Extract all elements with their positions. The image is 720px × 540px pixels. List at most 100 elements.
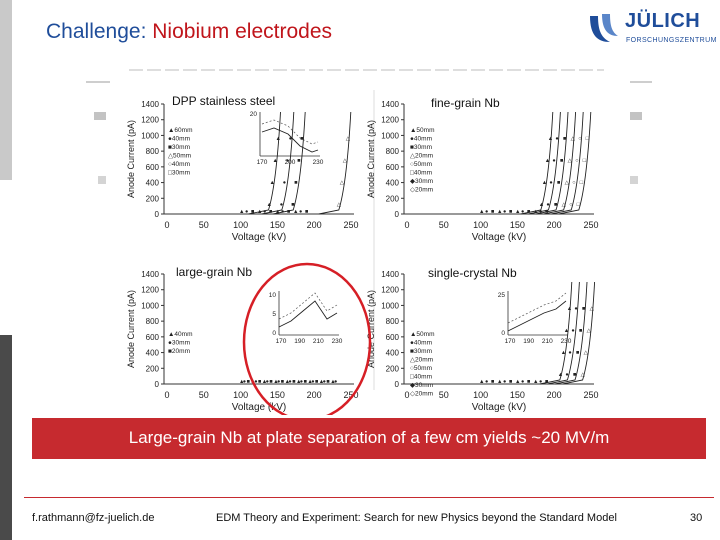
- x-tick-label: 250: [583, 220, 598, 230]
- y-tick-label: 1000: [381, 301, 399, 310]
- inset-x-tick: 230: [313, 159, 324, 166]
- y-tick-label: 400: [146, 179, 160, 188]
- emission-curve: [543, 111, 577, 215]
- data-marker: ■: [294, 180, 297, 186]
- inset-x-tick: 230: [561, 338, 572, 345]
- title-highlight: Niobium electrodes: [152, 20, 333, 43]
- x-tick-label: 250: [343, 220, 358, 230]
- juelich-logo-icon: [590, 14, 618, 42]
- data-marker: ■: [560, 158, 563, 164]
- panel-label-fine-grain: fine-grain Nb: [431, 96, 500, 110]
- baseline-marker: ■: [304, 379, 307, 385]
- x-axis-title: Voltage (kV): [232, 232, 286, 243]
- y-tick-label: 1400: [381, 270, 399, 279]
- baseline-marker: ■: [491, 379, 494, 385]
- x-axis-title: Voltage (kV): [232, 402, 286, 413]
- baseline-marker: ■: [269, 209, 272, 215]
- data-marker: ▲: [267, 202, 272, 208]
- x-tick-label: 0: [404, 390, 409, 400]
- baseline-marker: ■: [258, 379, 261, 385]
- data-marker: ▲: [567, 306, 572, 312]
- x-tick-label: 100: [233, 390, 248, 400]
- emission-curve: [547, 281, 580, 385]
- data-marker: ●: [555, 136, 558, 142]
- slide-title: Challenge: Niobium electrodes: [46, 20, 332, 44]
- footer-page-number: 30: [690, 512, 703, 524]
- baseline-marker: ●: [521, 209, 524, 215]
- emission-curve: [248, 111, 281, 215]
- baseline-marker: ●: [503, 209, 506, 215]
- emission-curve: [558, 111, 592, 215]
- y-axis-title: Anode Current (pA): [126, 120, 136, 198]
- legend-entry: △20mm: [410, 357, 433, 364]
- data-marker: ●: [289, 136, 292, 142]
- data-marker: ●: [552, 158, 555, 164]
- x-tick-label: 50: [439, 220, 449, 230]
- y-tick-label: 0: [395, 210, 400, 219]
- baseline-marker: ▲: [285, 379, 290, 385]
- legend-entry: □40mm: [410, 374, 432, 381]
- y-tick-label: 800: [146, 317, 160, 326]
- data-marker: △: [346, 136, 351, 142]
- x-axis-title: Voltage (kV): [472, 232, 526, 243]
- x-tick-label: 150: [510, 390, 525, 400]
- baseline-marker: ■: [326, 379, 329, 385]
- data-marker: △: [584, 350, 589, 356]
- baseline-marker: ▲: [479, 209, 484, 215]
- logo-wordmark: JÜLICH: [625, 10, 701, 32]
- data-marker: ▲: [558, 372, 563, 378]
- baseline-marker: ●: [245, 209, 248, 215]
- baseline-marker: ▲: [307, 379, 312, 385]
- y-tick-label: 200: [146, 364, 160, 373]
- x-tick-label: 100: [473, 390, 488, 400]
- baseline-marker: ●: [311, 379, 314, 385]
- data-marker: △: [340, 180, 345, 186]
- inset-x-tick: 170: [505, 338, 516, 345]
- legend-entry: ○50mm: [410, 161, 432, 168]
- sidebar-accent-bottom: [0, 335, 12, 540]
- legend-entry: △20mm: [410, 153, 433, 160]
- data-marker: ▲: [548, 136, 553, 142]
- x-tick-label: 200: [307, 220, 322, 230]
- y-axis-title: Anode Current (pA): [126, 290, 136, 368]
- embedded-figure: 0 200 400 600 800 1000 1200 1400 0 50 100 150 200 250…: [84, 60, 654, 422]
- x-tick-label: 100: [473, 220, 488, 230]
- y-tick-label: 1000: [141, 131, 159, 140]
- legend-entry: □30mm: [168, 170, 190, 177]
- baseline-marker: ■: [509, 379, 512, 385]
- data-marker: ●: [286, 158, 289, 164]
- inset-trace: [261, 119, 319, 145]
- inset-y-tick: 5: [272, 311, 276, 318]
- baseline-marker: ●: [334, 379, 337, 385]
- y-tick-label: 600: [386, 333, 400, 342]
- data-marker: △: [590, 306, 595, 312]
- baseline-marker: ■: [527, 379, 530, 385]
- baseline-marker: ▲: [273, 379, 278, 385]
- x-tick-label: 0: [404, 220, 409, 230]
- baseline-marker: ■: [545, 209, 548, 215]
- x-tick-label: 250: [343, 390, 358, 400]
- x-tick-label: 150: [510, 220, 525, 230]
- y-tick-label: 200: [386, 194, 400, 203]
- legend-entry: ○40mm: [168, 161, 190, 168]
- inset-x-tick: 230: [332, 338, 343, 345]
- emission-curve: [273, 111, 306, 215]
- data-marker: ■: [582, 306, 585, 312]
- legend-entry: ◆30mm: [410, 382, 433, 389]
- y-tick-label: 600: [146, 333, 160, 342]
- x-tick-label: 0: [164, 390, 169, 400]
- x-axis-title: Voltage (kV): [472, 402, 526, 413]
- baseline-marker: ■: [527, 209, 530, 215]
- baseline-marker: ●: [539, 379, 542, 385]
- baseline-marker: ●: [539, 209, 542, 215]
- data-marker: □: [586, 136, 590, 142]
- data-marker: ○: [575, 158, 578, 164]
- legend-entry: △50mm: [168, 153, 191, 160]
- y-tick-label: 200: [146, 194, 160, 203]
- baseline-marker: ●: [254, 379, 257, 385]
- inset-trace: [278, 300, 338, 328]
- y-tick-label: 0: [155, 210, 160, 219]
- y-tick-label: 800: [386, 317, 400, 326]
- baseline-marker: ■: [247, 379, 250, 385]
- y-tick-label: 400: [386, 179, 400, 188]
